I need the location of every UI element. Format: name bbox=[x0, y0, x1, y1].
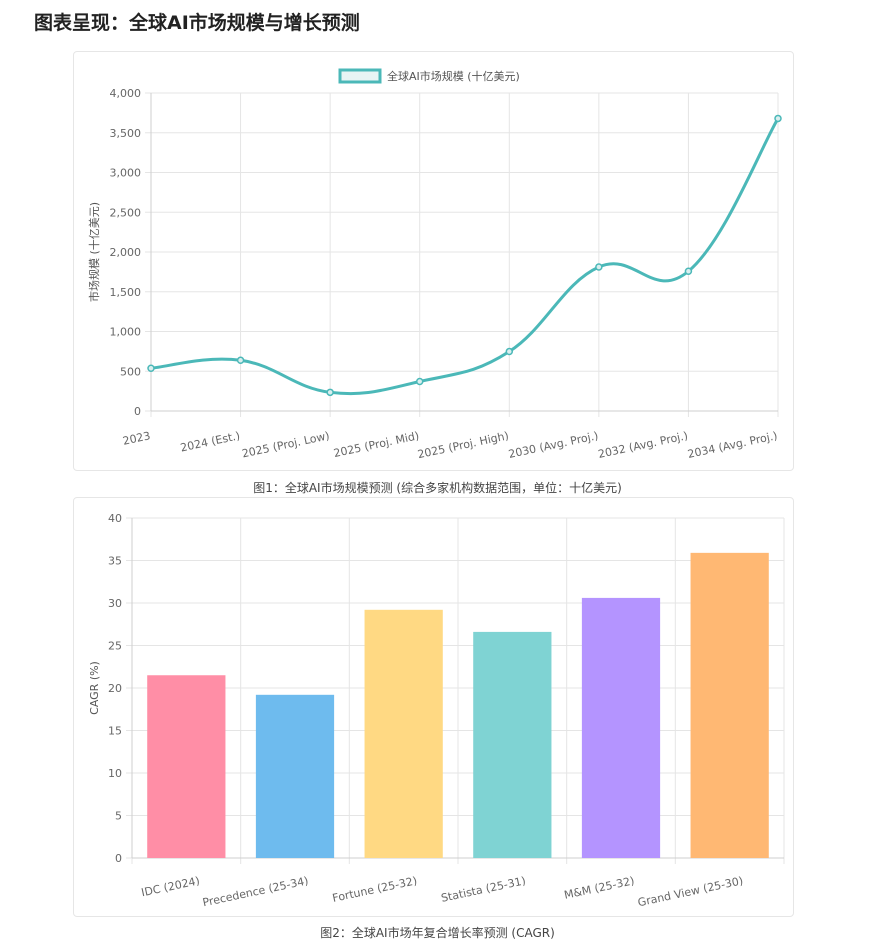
x-tick-label: IDC (2024) bbox=[140, 874, 201, 899]
y-tick-label: 5 bbox=[115, 810, 122, 823]
y-tick-label: 40 bbox=[108, 512, 122, 525]
bar bbox=[147, 675, 226, 858]
y-tick-label: 0 bbox=[115, 852, 122, 865]
y-tick-label: 1,500 bbox=[110, 286, 142, 299]
x-tick-label: 2023 bbox=[122, 429, 152, 448]
y-axis-label: 市场规模 (十亿美元) bbox=[87, 202, 101, 302]
figure1-caption: 图1：全球AI市场规模预测 (综合多家机构数据范围，单位：十亿美元) bbox=[253, 481, 622, 495]
x-tick-label: M&M (25-32) bbox=[563, 874, 636, 902]
figure2-caption: 图2：全球AI市场年复合增长率预测 (CAGR) bbox=[320, 926, 555, 940]
bar bbox=[364, 609, 443, 858]
x-tick-label: 2025 (Proj. Low) bbox=[241, 429, 331, 460]
data-point bbox=[684, 267, 693, 275]
market-size-line-chart: 0 500 1,000 1,500 2,000 2,500 3,000 3,500 4,000 2… bbox=[87, 68, 782, 461]
data-point bbox=[595, 263, 603, 271]
x-tick-label: Grand View (25-30) bbox=[637, 874, 745, 909]
data-point bbox=[505, 347, 514, 356]
x-tick-label: 2025 (Proj. Mid) bbox=[332, 429, 420, 460]
x-tick-label: 2032 (Avg. Proj.) bbox=[597, 429, 689, 461]
y-tick-label: 2,000 bbox=[110, 246, 142, 259]
bar bbox=[473, 631, 552, 858]
y-tick-label: 0 bbox=[134, 405, 141, 418]
y-tick-label: 3,000 bbox=[110, 167, 142, 180]
y-tick-label: 1,000 bbox=[110, 326, 142, 339]
x-tick-label: 2034 (Avg. Proj.) bbox=[686, 429, 778, 461]
x-tick-label: Precedence (25-34) bbox=[201, 874, 309, 909]
y-tick-label: 500 bbox=[120, 365, 141, 378]
data-point bbox=[415, 377, 424, 386]
cagr-chart-card: 0 5 10 15 20 25 30 35 40 CAGR (%) IDC (2024) Preced… bbox=[73, 497, 794, 917]
x-tick-label: 2024 (Est.) bbox=[179, 429, 241, 454]
x-tick-label: Fortune (25-32) bbox=[331, 874, 418, 905]
y-tick-label: 15 bbox=[108, 725, 122, 738]
data-point bbox=[147, 364, 155, 372]
series-line bbox=[150, 117, 780, 396]
y-tick-label: 10 bbox=[108, 767, 122, 780]
y-tick-label: 3,500 bbox=[110, 127, 142, 140]
y-tick-label: 35 bbox=[108, 555, 122, 568]
y-tick-label: 4,000 bbox=[110, 87, 142, 100]
page-title: 图表呈现：全球AI市场规模与增长预测 bbox=[34, 12, 360, 34]
data-point bbox=[236, 356, 245, 365]
market-size-chart-card: 0 500 1,000 1,500 2,000 2,500 3,000 3,500 4,000 2… bbox=[73, 51, 794, 471]
y-tick-label: 25 bbox=[108, 640, 122, 653]
y-tick-label: 20 bbox=[108, 682, 122, 695]
bar bbox=[255, 694, 335, 858]
x-tick-label: Statista (25-31) bbox=[440, 874, 527, 905]
y-tick-label: 2,500 bbox=[110, 206, 142, 219]
y-tick-label: 30 bbox=[108, 597, 122, 610]
data-point bbox=[326, 388, 334, 397]
bar bbox=[690, 552, 769, 858]
y-axis-label: CAGR (%) bbox=[88, 661, 101, 715]
x-tick-label: 2030 (Avg. Proj.) bbox=[507, 429, 599, 461]
data-point bbox=[774, 114, 782, 123]
cagr-bar-chart: 0 5 10 15 20 25 30 35 40 CAGR (%) IDC (2024) Preced… bbox=[88, 512, 785, 909]
legend-swatch bbox=[338, 68, 382, 84]
bar bbox=[581, 597, 661, 858]
x-tick-label: 2025 (Proj. High) bbox=[416, 429, 510, 461]
legend-label: 全球AI市场规模 (十亿美元) bbox=[387, 69, 520, 83]
